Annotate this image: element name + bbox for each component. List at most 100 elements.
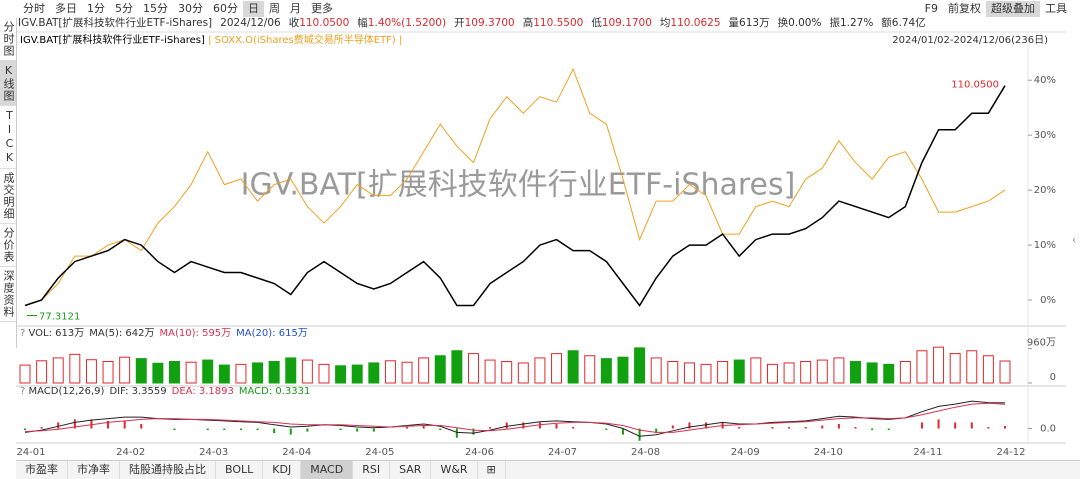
y-tick-label: 30% xyxy=(1034,130,1056,141)
period-tab[interactable]: 更多 xyxy=(311,2,333,15)
side-tab[interactable]: 分时图 xyxy=(0,18,16,61)
quote-value: 110.0625 xyxy=(670,17,721,29)
side-tab[interactable]: 深度资料 xyxy=(0,267,16,322)
scroll-arrow[interactable]: ‹ xyxy=(1072,235,1076,246)
side-tab[interactable]: TICK xyxy=(0,106,16,169)
x-tick-label: 24-01 xyxy=(16,447,45,458)
period-toolbar: 分时 多日 1分 5分 15分 30分 60分日周月更多 xyxy=(18,1,338,17)
indicator-tab[interactable]: SAR xyxy=(390,461,432,479)
y-tick-label: 0.0 xyxy=(1040,424,1056,435)
x-tick-label: 24-07 xyxy=(548,447,577,458)
indicator-value: MACD(12,26,9) xyxy=(29,386,105,397)
volume-bar xyxy=(783,362,795,384)
indicator-tabs: 市盈率 市净率 陆股通持股占比 BOLL KDJ MACD RSI SAR W&R ⊞ xyxy=(16,460,1080,479)
tool-button[interactable]: 工具 xyxy=(1045,2,1067,15)
period-tab[interactable]: 60分 xyxy=(213,2,238,15)
indicator-tab[interactable]: 市净率 xyxy=(68,461,120,479)
indicator-tab[interactable]: KDJ xyxy=(263,461,302,479)
x-tick-label: 24-03 xyxy=(199,447,228,458)
volume-bar xyxy=(102,361,114,384)
volume-bar xyxy=(235,363,247,384)
x-tick-label: 24-02 xyxy=(116,447,145,458)
x-tick-label: 24-11 xyxy=(913,447,942,458)
y-tick-label: 0% xyxy=(1040,295,1056,306)
legend-separator: | xyxy=(396,35,403,46)
period-tab[interactable]: 月 xyxy=(290,2,301,15)
volume-bar xyxy=(135,358,147,384)
indicator-tab[interactable]: BOLL xyxy=(216,461,264,479)
period-tab[interactable]: 30分 xyxy=(178,2,203,15)
volume-bar xyxy=(933,346,945,384)
quote-label: 收 xyxy=(288,17,300,29)
x-tick-label: 24-06 xyxy=(465,447,494,458)
side-tab[interactable]: 分价表 xyxy=(0,224,16,267)
date-range: 2024/01/02-2024/12/06(236日) xyxy=(892,35,1048,46)
series-line xyxy=(24,67,1006,306)
volume-bar xyxy=(418,357,430,384)
volume-bar xyxy=(683,362,695,384)
quote-item: 量613万 xyxy=(729,16,770,30)
quote-label: 量 xyxy=(728,17,740,29)
period-tab[interactable]: 分时 xyxy=(23,2,45,15)
indicator-tab[interactable]: MACD xyxy=(301,461,354,479)
tool-button[interactable]: F9 xyxy=(924,2,938,15)
volume-bar xyxy=(119,356,131,384)
help-icon: ? xyxy=(20,328,29,339)
indicator-tab[interactable]: 陆股通持股占比 xyxy=(120,461,216,479)
tool-button[interactable]: 前复权 xyxy=(948,2,981,15)
period-tab[interactable]: 1分 xyxy=(87,2,105,15)
quote-line: IGV.BAT[扩展科技软件行业ETF-iShares] 2024/12/06 收1… xyxy=(18,16,926,30)
volume-bar xyxy=(850,361,861,384)
volume-bar xyxy=(351,364,363,384)
volume-bar xyxy=(19,364,31,384)
y-tick-label: 960万 xyxy=(1027,338,1056,349)
quote-item: 额6.74亿 xyxy=(881,16,925,30)
volume-bar xyxy=(384,360,396,384)
quote-label: 均 xyxy=(659,17,671,29)
volume-bar xyxy=(534,357,546,384)
volume-bar xyxy=(551,353,563,384)
volume-bar xyxy=(401,361,413,384)
volume-bar xyxy=(982,355,994,384)
volume-bar xyxy=(451,350,463,384)
quote-item: 均110.0625 xyxy=(660,16,721,30)
help-icon: ? xyxy=(20,386,29,397)
quote-label: 额 xyxy=(881,17,892,29)
volume-bar xyxy=(169,361,180,384)
indicator-value: MA(5): 642万 xyxy=(89,328,154,339)
volume-bar xyxy=(966,350,978,384)
legend-separator: | xyxy=(205,35,215,46)
volume-bar xyxy=(252,362,264,384)
side-tab[interactable]: 成交明细 xyxy=(0,169,16,224)
volume-bar xyxy=(667,361,679,384)
legend-entry: SOXX.O(iShares费城交易所半导体ETF) xyxy=(215,33,396,46)
volume-bar xyxy=(899,361,911,384)
indicator-header: ? VOL: 613万 MA(5): 642万 MA(10): 595万 MA(20)… xyxy=(20,328,308,339)
period-tab[interactable]: 周 xyxy=(269,2,280,15)
tool-button[interactable]: 超级叠加 xyxy=(986,1,1040,17)
quote-value: 110.0500 xyxy=(299,17,350,29)
side-tab[interactable]: K线图 xyxy=(0,61,16,106)
period-tab[interactable]: 日 xyxy=(243,1,264,17)
volume-bar xyxy=(501,361,513,384)
series-line xyxy=(24,402,1006,433)
add-tab[interactable]: ⊞ xyxy=(478,461,506,479)
quote-item: 换0.00% xyxy=(778,16,822,30)
volume-bar xyxy=(301,359,313,384)
quote-value: 109.3700 xyxy=(464,17,515,29)
price-label: 77.3121 xyxy=(39,312,80,323)
indicator-tab[interactable]: 市盈率 xyxy=(16,461,68,479)
period-tab[interactable]: 15分 xyxy=(143,2,168,15)
indicator-tab[interactable]: W&R xyxy=(431,461,478,479)
period-tab[interactable]: 5分 xyxy=(115,2,133,15)
x-tick-label: 24-10 xyxy=(814,447,843,458)
period-tab[interactable]: 多日 xyxy=(55,2,77,15)
indicator-tab[interactable]: RSI xyxy=(353,461,391,479)
volume-bar xyxy=(202,359,214,384)
volume-bar xyxy=(318,363,330,384)
legend-entry: IGV.BAT[扩展科技软件行业ETF-iShares] xyxy=(20,33,205,46)
volume-bar xyxy=(600,358,612,384)
volume-bar xyxy=(434,355,446,384)
x-tick-label: 24-09 xyxy=(731,447,760,458)
quote-item: 开109.3700 xyxy=(454,16,515,30)
